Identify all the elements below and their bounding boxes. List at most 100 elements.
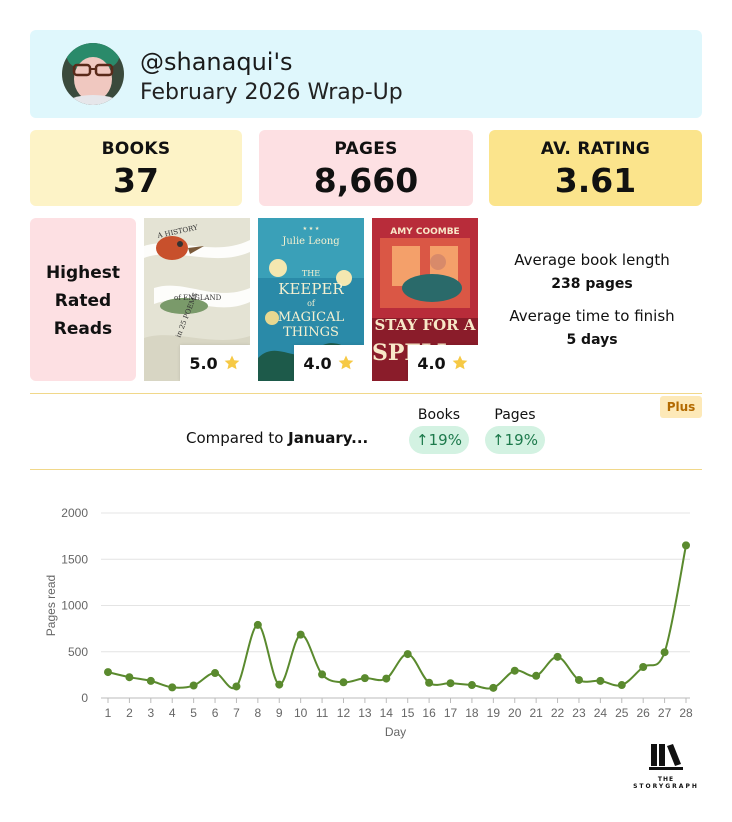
data-point: [574, 675, 583, 684]
cover-text: MAGICAL: [278, 310, 345, 325]
x-tick-label: 2: [126, 706, 133, 720]
cover-text: KEEPER: [278, 280, 344, 298]
x-tick-label: 5: [190, 706, 197, 720]
data-point: [617, 681, 626, 690]
rating-value: 4.0: [303, 353, 332, 373]
star-icon: [224, 355, 240, 370]
x-tick-label: 23: [572, 706, 586, 720]
cover-author: AMY COOMBE: [390, 227, 459, 237]
data-point: [553, 652, 562, 661]
y-tick-label: 0: [81, 691, 88, 705]
stat-label: AV. RATING: [540, 139, 651, 159]
pages-change-badge: ↑19%: [485, 426, 545, 454]
x-tick-label: 17: [444, 706, 458, 720]
data-point: [189, 681, 198, 690]
data-point: [639, 663, 648, 672]
data-point: [146, 676, 155, 685]
series-line: [107, 545, 687, 690]
stat-label: PAGES: [334, 139, 398, 159]
data-point: [682, 541, 690, 550]
data-point: [446, 679, 455, 688]
book-cover-keeper-of-magical-things[interactable]: ★ ★ ★ Julie Leong THE KEEPER of MAGICAL …: [258, 218, 364, 381]
x-tick-label: 13: [358, 706, 372, 720]
storygraph-logo: THE STORYGRAPH: [628, 744, 704, 790]
y-tick-label: 2000: [61, 506, 88, 520]
pages-comparison-label: Pages: [494, 407, 536, 423]
arrow-up-icon: ↑: [492, 431, 505, 449]
star-icon: [452, 355, 468, 370]
cover-text: ★ ★ ★: [303, 226, 320, 232]
data-point: [211, 669, 220, 678]
book-cover-stay-for-a-spell[interactable]: AMY COOMBE STAY FOR A SPELL 4.0: [372, 218, 478, 381]
y-tick-label: 500: [68, 645, 88, 659]
average-time-to-finish-value: 5 days: [566, 332, 618, 348]
stat-value: 37: [113, 161, 159, 200]
rating-value: 4.0: [417, 353, 446, 373]
x-tick-label: 9: [276, 706, 283, 720]
cover-text: THE: [302, 269, 320, 278]
x-tick-label: 12: [337, 706, 351, 720]
stat-pages: PAGES 8,660: [259, 130, 473, 206]
x-tick-label: 16: [422, 706, 436, 720]
average-book-length-value: 238 pages: [551, 276, 633, 292]
rating-value: 5.0: [189, 353, 218, 373]
x-tick-label: 24: [594, 706, 608, 720]
y-tick-label: 1000: [61, 599, 88, 613]
data-point: [596, 676, 605, 685]
data-point: [253, 620, 262, 629]
title-line: Highest: [45, 263, 121, 283]
compared-to-text: Compared to January...: [186, 429, 368, 447]
x-tick-label: 28: [679, 706, 693, 720]
logo-text: STORYGRAPH: [633, 783, 699, 790]
x-tick-label: 4: [169, 706, 176, 720]
x-tick-label: 15: [401, 706, 415, 720]
highest-rated-title: Highest Rated Reads: [30, 218, 136, 381]
star-icon: [338, 355, 354, 370]
cover-text: THINGS: [283, 325, 339, 340]
books-change-value: 19%: [428, 431, 462, 449]
x-tick-label: 26: [637, 706, 651, 720]
username: @shanaqui's: [140, 48, 293, 76]
data-point: [275, 680, 284, 689]
average-book-length-label: Average book length: [514, 251, 670, 269]
wrap-up-header: @shanaqui's February 2026 Wrap-Up: [30, 30, 702, 118]
divider: [30, 469, 702, 470]
x-tick-label: 22: [551, 706, 565, 720]
divider: [30, 393, 702, 394]
cover-text: STAY FOR A: [374, 316, 475, 334]
x-tick-label: 19: [487, 706, 501, 720]
arrow-up-icon: ↑: [416, 431, 429, 449]
data-point: [382, 674, 391, 683]
x-tick-label: 6: [212, 706, 219, 720]
title-line: Rated: [54, 291, 112, 311]
stat-value: 3.61: [554, 161, 637, 200]
stat-label: BOOKS: [101, 139, 171, 159]
data-point: [489, 683, 498, 692]
data-point: [532, 671, 541, 680]
data-point: [467, 681, 476, 690]
book-cover-history-of-england[interactable]: A HISTORY of ENGLAND in 25 POEMS 5.0: [144, 218, 250, 381]
x-tick-label: 10: [294, 706, 308, 720]
x-tick-label: 27: [658, 706, 672, 720]
x-tick-label: 25: [615, 706, 629, 720]
x-tick-label: 14: [380, 706, 394, 720]
x-tick-label: 18: [465, 706, 479, 720]
x-tick-label: 8: [255, 706, 262, 720]
data-point: [425, 678, 434, 687]
data-point: [510, 666, 519, 675]
x-axis-label: Day: [385, 725, 406, 739]
cover-author: Julie Leong: [281, 236, 340, 247]
x-tick-label: 21: [529, 706, 543, 720]
avatar: [62, 43, 124, 105]
cover-text: of: [307, 299, 316, 308]
pages-change-value: 19%: [504, 431, 538, 449]
data-point: [360, 674, 369, 683]
data-point: [318, 670, 327, 679]
x-tick-label: 11: [316, 706, 329, 720]
wrap-up-period: February 2026 Wrap-Up: [140, 80, 403, 105]
plus-badge: Plus: [660, 396, 702, 418]
title-line: Reads: [53, 319, 113, 339]
rating-badge: 4.0: [294, 345, 364, 381]
data-point: [104, 668, 112, 677]
